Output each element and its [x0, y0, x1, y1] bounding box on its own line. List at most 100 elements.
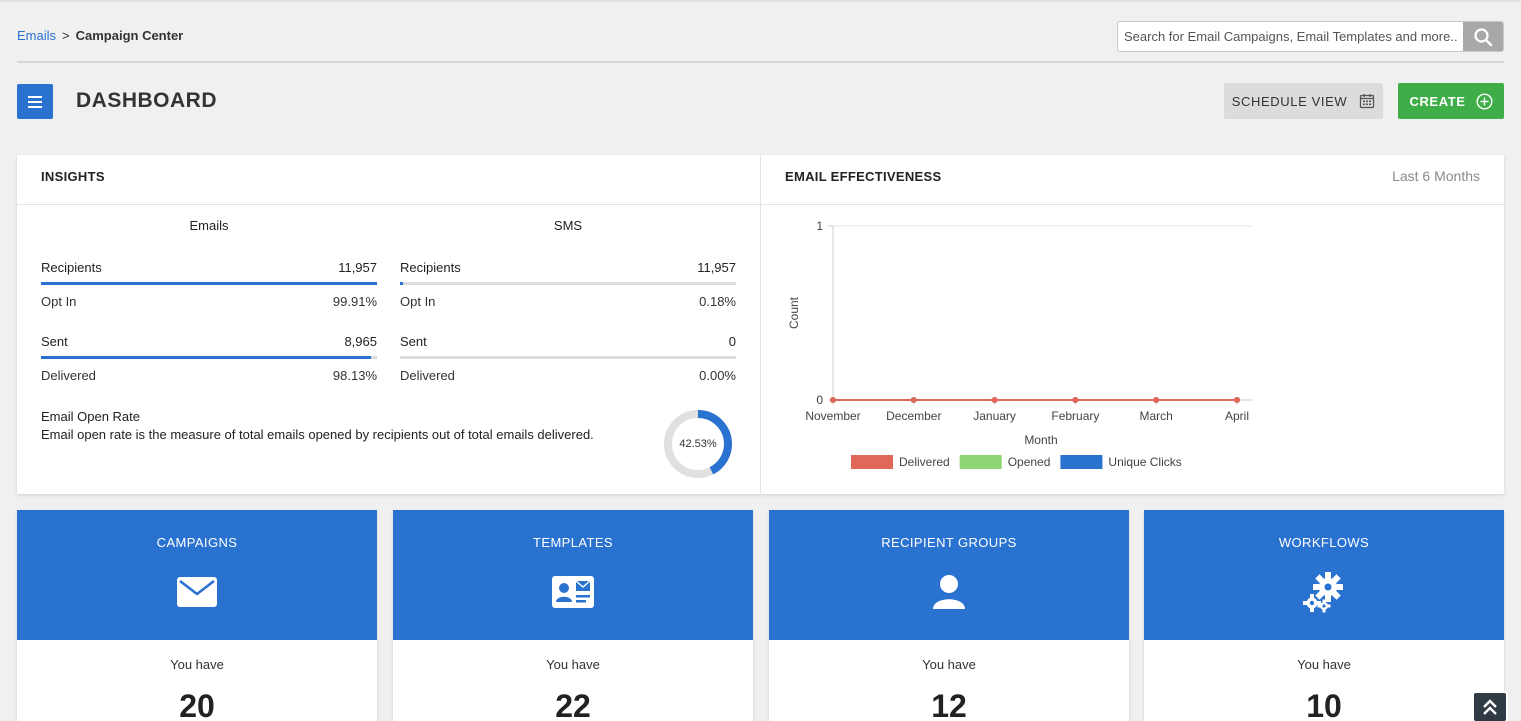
card-count: 22 [555, 688, 591, 721]
card-title: CAMPAIGNS [156, 535, 238, 550]
search-input[interactable] [1118, 22, 1463, 51]
legend-label: Delivered [899, 455, 950, 469]
x-tick-label: November [805, 409, 860, 423]
y-tick-label: 1 [816, 219, 823, 233]
progress-bar [41, 356, 377, 359]
breadcrumb: Emails > Campaign Center [17, 28, 183, 43]
progress-fill [41, 356, 371, 359]
data-point [1072, 397, 1079, 403]
legend-swatch [851, 455, 893, 469]
envelope-icon [177, 577, 217, 607]
open-rate-donut: 42.53% [662, 408, 734, 480]
y-tick-label: 0 [816, 393, 823, 407]
progress-fill [41, 282, 377, 285]
panel-vertical-divider [760, 155, 761, 494]
card-have-label: You have [546, 657, 600, 672]
x-tick-label: April [1225, 409, 1249, 423]
card-title: TEMPLATES [533, 535, 613, 550]
email-effectiveness-title: EMAIL EFFECTIVENESS [785, 169, 942, 184]
sms-recipients-metric: Recipients 11,957 Opt In 0.18% [400, 260, 736, 309]
data-point [1153, 397, 1160, 403]
open-rate-description: Email open rate is the measure of total … [41, 427, 594, 442]
recipient-groups-card[interactable]: RECIPIENT GROUPS You have 12 [769, 510, 1129, 721]
breadcrumb-emails-link[interactable]: Emails [17, 28, 57, 43]
search-icon [1474, 27, 1493, 46]
search-button[interactable] [1463, 22, 1503, 51]
legend-label: Opened [1008, 455, 1051, 469]
data-point [991, 397, 998, 403]
search-box [1117, 21, 1504, 52]
metric-value: 0.00% [699, 368, 736, 383]
email-effectiveness-chart: 0 1 November December January February March Ap… [761, 205, 1504, 494]
card-have-label: You have [922, 657, 976, 672]
insights-title: INSIGHTS [41, 169, 105, 184]
schedule-view-button[interactable]: SCHEDULE VIEW [1224, 83, 1383, 119]
y-axis-title: Count [787, 296, 801, 329]
metric-value: 11,957 [697, 260, 736, 275]
emails-recipients-metric: Recipients 11,957 Opt In 99.91% [41, 260, 377, 309]
emails-heading: Emails [189, 218, 229, 233]
metric-label: Opt In [400, 294, 436, 309]
header-divider [17, 61, 1504, 63]
breadcrumb-separator: > [62, 28, 70, 43]
card-count: 12 [931, 688, 967, 721]
card-title: RECIPIENT GROUPS [881, 535, 1017, 550]
menu-icon [28, 95, 42, 98]
create-button[interactable]: CREATE [1398, 83, 1504, 119]
sms-sent-metric: Sent 0 Delivered 0.00% [400, 334, 736, 383]
donut-arc [664, 410, 732, 478]
metric-label: Sent [400, 334, 427, 349]
legend-swatch [959, 455, 1002, 469]
breadcrumb-current: Campaign Center [75, 28, 184, 43]
legend-label: Unique Clicks [1108, 455, 1181, 469]
metric-value: 98.13% [332, 368, 377, 383]
campaigns-card[interactable]: CAMPAIGNS You have 20 [17, 510, 377, 721]
x-tick-label: December [886, 409, 941, 423]
metric-label: Delivered [400, 368, 455, 383]
progress-bar [400, 282, 736, 285]
data-point [910, 397, 917, 403]
page-title: DASHBOARD [76, 89, 217, 112]
templates-card[interactable]: TEMPLATES You have 22 [393, 510, 753, 721]
insights-panel: INSIGHTS EMAIL EFFECTIVENESS Last 6 Mont… [17, 155, 1504, 494]
double-chevron-up-icon [1483, 699, 1497, 715]
x-tick-label: January [973, 409, 1016, 423]
metric-label: Delivered [41, 368, 96, 383]
scroll-to-top-button[interactable] [1472, 691, 1508, 721]
schedule-view-label: SCHEDULE VIEW [1231, 93, 1348, 109]
open-rate-value: 42.53% [679, 438, 717, 450]
progress-bar [41, 282, 377, 285]
metric-value: 99.91% [332, 294, 377, 309]
metric-value: 8,965 [344, 334, 377, 349]
metric-label: Sent [41, 334, 68, 349]
gears-icon [1303, 572, 1343, 613]
data-point [830, 397, 836, 403]
x-tick-label: March [1140, 409, 1173, 423]
metric-label: Recipients [41, 260, 102, 275]
period-label: Last 6 Months [1392, 168, 1480, 184]
data-point [1234, 397, 1240, 403]
create-label: CREATE [1409, 93, 1466, 109]
calendar-icon [1360, 94, 1375, 109]
metric-value: 0.18% [699, 294, 736, 309]
progress-fill [400, 282, 404, 285]
legend-swatch [1060, 455, 1103, 469]
panel-horizontal-divider [17, 204, 1504, 205]
metric-value: 0 [728, 334, 736, 349]
card-have-label: You have [170, 657, 224, 672]
card-count: 10 [1306, 688, 1342, 721]
user-icon [933, 575, 965, 609]
plus-circle-icon [1476, 92, 1493, 110]
x-tick-label: February [1051, 409, 1099, 423]
card-have-label: You have [1297, 657, 1351, 672]
metric-label: Recipients [400, 260, 461, 275]
card-count: 20 [179, 688, 215, 721]
menu-button[interactable] [17, 84, 53, 119]
workflows-card[interactable]: WORKFLOWS [1144, 510, 1504, 721]
progress-bar [400, 356, 736, 359]
card-title: WORKFLOWS [1278, 535, 1370, 550]
line-chart: 0 1 November December January February March Ap… [787, 219, 1253, 469]
contact-card-icon [552, 576, 594, 608]
donut-chart [664, 410, 732, 478]
emails-sent-metric: Sent 8,965 Delivered 98.13% [41, 334, 377, 383]
